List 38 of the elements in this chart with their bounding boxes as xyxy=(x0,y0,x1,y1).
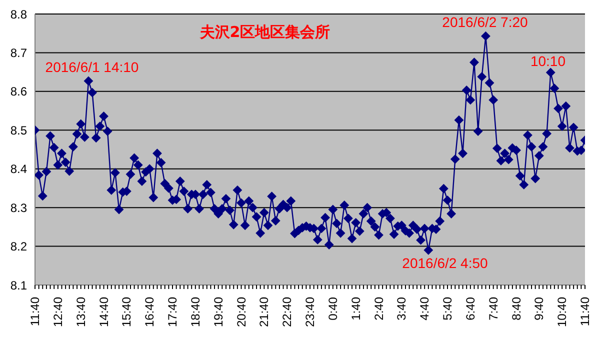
x-tick-label: 7:40 xyxy=(486,296,500,320)
x-tick-label: 4:40 xyxy=(418,296,432,320)
y-tick-label: 8.4 xyxy=(10,162,28,176)
y-tick-label: 8.7 xyxy=(10,46,28,60)
x-tick-label: 17:40 xyxy=(166,296,180,328)
x-tick-label: 3:40 xyxy=(394,296,409,320)
annotation: 2016/6/2 7:20 xyxy=(442,14,528,30)
x-tick-label: 5:40 xyxy=(440,296,454,320)
x-tick-label: 19:40 xyxy=(211,296,226,328)
text: 夫沢2区地区集会所 xyxy=(198,23,330,41)
x-tick-label: 23:40 xyxy=(303,296,317,328)
x-tick-label: 1:40 xyxy=(348,296,363,320)
x-tick-label: 15:40 xyxy=(120,296,134,328)
x-tick-label: 9:40 xyxy=(532,296,546,320)
x-tick-label: 12:40 xyxy=(50,296,65,328)
x-tick-label: 13:40 xyxy=(74,296,88,328)
y-tick-label: 8.2 xyxy=(10,240,28,254)
x-tick-label: 16:40 xyxy=(142,296,157,328)
annotation: 2016/6/2 4:50 xyxy=(402,255,488,271)
x-tick-label: 0:40 xyxy=(326,296,340,320)
x-tick-label: 14:40 xyxy=(96,296,111,328)
x-tick-label: 10:40 xyxy=(555,296,570,328)
y-tick-label: 8.6 xyxy=(10,84,28,99)
y-tick-label: 8.3 xyxy=(10,200,28,215)
x-tick-label: 22:40 xyxy=(280,296,294,328)
y-tick-label: 8.5 xyxy=(10,123,28,138)
x-tick-label: 11:40 xyxy=(28,296,42,326)
x-tick-label: 21:40 xyxy=(257,296,272,328)
y-tick-label: 8.8 xyxy=(10,7,28,22)
annotation: 10:10 xyxy=(530,53,566,69)
x-tick-label: 18:40 xyxy=(188,296,202,328)
x-tick-label: 8:40 xyxy=(509,296,524,320)
x-tick-label: 11:40 xyxy=(578,296,592,326)
y-tick-label: 8.1 xyxy=(10,278,28,292)
x-tick-label: 6:40 xyxy=(463,296,478,320)
x-tick-label: 20:40 xyxy=(234,296,248,328)
x-tick-label: 2:40 xyxy=(372,296,386,320)
annotation: 2016/6/1 14:10 xyxy=(45,59,139,75)
